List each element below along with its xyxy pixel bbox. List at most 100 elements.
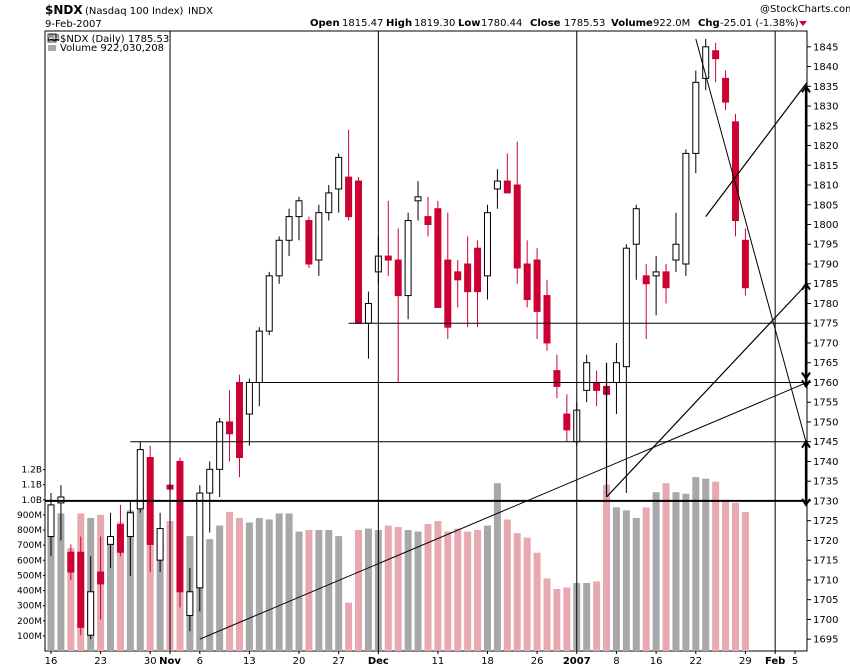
candle-body xyxy=(235,381,243,458)
candle-body xyxy=(116,524,124,553)
price-tick-label: 1705 xyxy=(813,595,838,606)
candle-body xyxy=(454,271,462,281)
symbol: $NDX xyxy=(45,3,83,17)
close-label: Close xyxy=(530,18,561,29)
candle-body xyxy=(275,239,283,277)
volume-bar xyxy=(493,483,501,651)
price-tick-label: 1730 xyxy=(813,496,838,507)
candle-body xyxy=(553,370,561,387)
volume-bar xyxy=(483,525,491,651)
date-tick-label: 8 xyxy=(613,656,619,667)
price-tick-label: 1750 xyxy=(813,417,838,428)
volume-bar xyxy=(235,517,243,651)
price-tick-label: 1815 xyxy=(813,161,838,172)
candle-body xyxy=(97,571,105,585)
chg-value: -25.01 (-1.38%) xyxy=(720,18,799,29)
volume-bar xyxy=(434,520,442,651)
candle-body xyxy=(196,492,204,589)
price-tick-label: 1720 xyxy=(813,536,838,547)
volume-legend-icon xyxy=(48,45,56,51)
volume-bar xyxy=(444,531,452,651)
candle-body xyxy=(731,121,739,222)
candle-body xyxy=(67,551,75,573)
candle-body xyxy=(226,421,234,435)
volume-bar xyxy=(57,513,65,651)
date-tick-label: 22 xyxy=(689,656,702,667)
date-tick-label: 29 xyxy=(739,656,752,667)
date-tick-label: 27 xyxy=(332,656,345,667)
volume-bar xyxy=(563,587,571,651)
candle-body xyxy=(77,551,85,628)
volume-bar xyxy=(355,530,363,651)
date-tick-label: 23 xyxy=(94,656,107,667)
volume-tick-label: 300M xyxy=(17,602,42,612)
price-tick-label: 1760 xyxy=(813,378,838,389)
candle-legend-icon xyxy=(47,33,57,43)
date-tick-label: 16 xyxy=(45,656,58,667)
candle-body xyxy=(622,247,630,368)
volume-bar xyxy=(285,513,293,651)
date-tick-label: 26 xyxy=(531,656,544,667)
candle-body xyxy=(543,295,551,344)
price-axis: 1695 1700 1705 1710 1715 1720 1725 1730 1735 1740… xyxy=(807,42,838,646)
high-label: High xyxy=(386,18,412,29)
volume-bar xyxy=(226,511,234,651)
chart-header: $NDX (Nasdaq 100 Index) INDX 9-Feb-2007 … xyxy=(45,3,850,30)
volume-bar xyxy=(583,582,591,651)
candle-body xyxy=(285,216,293,241)
price-tick-label: 1780 xyxy=(813,299,838,310)
volume-bar xyxy=(404,530,412,651)
volume-bar xyxy=(553,589,561,651)
volume-bar xyxy=(107,542,115,651)
candle-body xyxy=(662,271,670,289)
legend-price: $NDX (Daily) 1785.53 xyxy=(60,34,169,45)
price-tick-label: 1770 xyxy=(813,338,838,349)
volume-bar xyxy=(156,539,164,651)
price-tick-label: 1800 xyxy=(813,220,838,231)
price-tick-label: 1725 xyxy=(813,516,838,527)
volume-bar xyxy=(632,517,640,651)
candle-body xyxy=(692,81,700,154)
price-tick-label: 1810 xyxy=(813,181,838,192)
candle-body xyxy=(107,535,115,545)
low-value: 1780.44 xyxy=(481,18,522,29)
arrow-head-icon xyxy=(801,371,811,381)
open-value: 1815.47 xyxy=(342,18,383,29)
exchange: INDX xyxy=(188,6,213,17)
low-label: Low xyxy=(458,18,480,29)
price-tick-label: 1740 xyxy=(813,457,838,468)
volume-bar xyxy=(682,493,690,651)
volume-bar xyxy=(464,531,472,651)
candle-body xyxy=(434,208,442,308)
volume-bar xyxy=(603,484,611,651)
channel-upper-trendline xyxy=(705,81,808,217)
volume-value: 922.0M xyxy=(653,18,690,29)
arrow-head-icon xyxy=(801,281,811,291)
candle-body xyxy=(265,275,273,332)
price-tick-label: 1795 xyxy=(813,240,838,251)
candle-body xyxy=(642,275,650,285)
candle-body xyxy=(47,504,55,537)
price-tick-label: 1715 xyxy=(813,556,838,567)
candle-body xyxy=(394,259,402,297)
candle-body xyxy=(612,362,620,383)
price-tick-label: 1765 xyxy=(813,358,838,369)
volume-bar xyxy=(245,522,253,651)
volume-bar xyxy=(47,531,55,651)
legend: 🕮 $NDX (Daily) 1785.53 Volume 922,030,20… xyxy=(47,33,169,54)
volume-tick-label: 200M xyxy=(17,617,42,627)
volume-label: Volume xyxy=(611,18,653,29)
volume-bar xyxy=(513,533,521,651)
chg-label: Chg xyxy=(698,18,720,29)
volume-bar xyxy=(652,492,660,651)
candle-body xyxy=(741,239,749,289)
price-tick-label: 1755 xyxy=(813,398,838,409)
volume-bar xyxy=(702,478,710,651)
volume-bar xyxy=(662,483,670,651)
date-tick-label: 11 xyxy=(432,656,445,667)
date-tick-label: 13 xyxy=(243,656,256,667)
candle-body xyxy=(355,180,363,324)
candle-body xyxy=(513,184,521,269)
volume-bar xyxy=(116,522,124,651)
candle-body xyxy=(722,77,730,103)
